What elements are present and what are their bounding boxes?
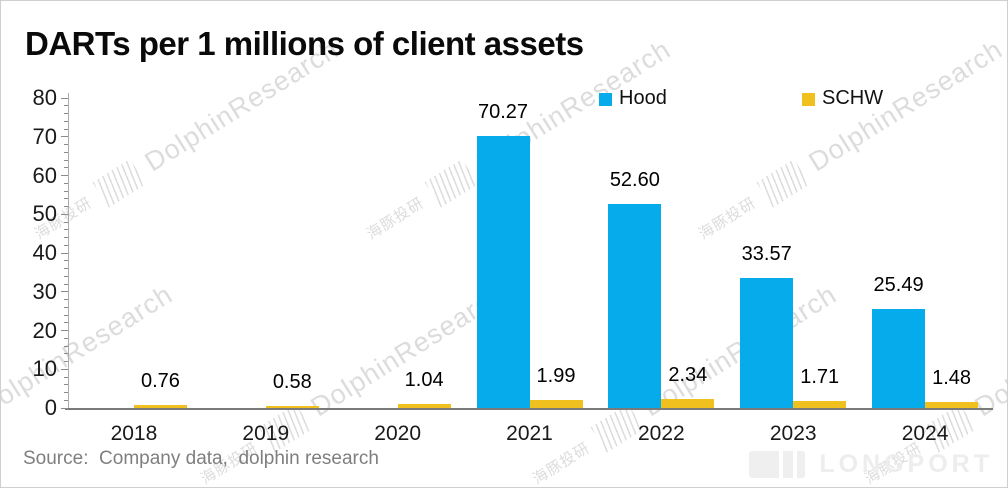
y-axis <box>68 93 69 409</box>
y-axis-tick <box>64 113 68 114</box>
longport-logo: LONGPORT <box>749 450 993 479</box>
plot-area: 0 10 20 30 40 50 60 70 80 2018 2019 2020 2021 2022 202… <box>33 85 993 445</box>
y-axis-tick <box>64 399 68 401</box>
y-axis-tick <box>64 120 68 122</box>
y-axis-tick <box>64 376 68 378</box>
chart-title: DARTs per 1 millions of client assets <box>25 25 584 62</box>
y-axis-tick <box>61 407 68 409</box>
bar-schw-2019 <box>265 405 319 408</box>
y-axis-tick <box>61 136 68 138</box>
value-label-schw-2024: 1.48 <box>932 367 972 390</box>
value-label-schw-2023: 1.71 <box>800 366 840 389</box>
y-axis-tick <box>61 291 68 293</box>
source-note: Source: Company data, dolphin research <box>23 448 379 469</box>
longport-logo-text: LONGPORT <box>819 450 993 478</box>
bar-hood-2023 <box>740 277 794 408</box>
x-axis <box>65 408 993 410</box>
x-axis-tick-label: 2024 <box>901 422 949 445</box>
y-axis-tick <box>64 345 68 347</box>
y-axis-tick-label: 40 <box>32 240 57 265</box>
y-axis-tick <box>61 175 68 176</box>
y-axis-tick-label: 50 <box>32 201 57 227</box>
value-label-hood-2021: 70.27 <box>477 100 529 123</box>
y-axis-tick <box>61 252 68 254</box>
value-label-hood-2022: 52.60 <box>609 169 660 192</box>
y-axis-tick <box>64 151 68 153</box>
bar-schw-2018 <box>133 405 187 408</box>
value-label-schw-2020: 1.04 <box>404 368 444 391</box>
y-axis-tick <box>64 275 68 277</box>
watermark-hatch-icon <box>590 403 644 453</box>
x-axis-tick-label: 2019 <box>242 422 290 445</box>
y-axis-tick <box>64 182 68 184</box>
x-axis-tick-label: 2018 <box>110 422 158 445</box>
value-label-schw-2019: 0.58 <box>272 370 312 393</box>
bar-hood-2022 <box>608 204 662 408</box>
value-label-schw-2021: 1.99 <box>536 365 576 388</box>
y-axis-tick <box>64 229 68 231</box>
y-axis-tick-label: 20 <box>32 317 57 343</box>
y-axis-tick-label: 30 <box>32 278 57 304</box>
y-axis-tick <box>64 322 68 324</box>
value-label-hood-2023: 33.57 <box>741 242 792 265</box>
bar-hood-2021 <box>476 135 530 408</box>
y-axis-tick <box>64 337 68 339</box>
y-axis-tick <box>61 368 68 370</box>
y-axis-tick <box>64 144 68 145</box>
y-axis-tick <box>64 353 68 355</box>
y-axis-tick <box>61 97 68 99</box>
x-axis-tick-label: 2021 <box>506 422 553 445</box>
y-axis-tick <box>64 159 68 161</box>
y-axis-tick <box>64 384 68 386</box>
y-axis-tick <box>64 198 68 200</box>
y-axis-tick <box>64 268 68 269</box>
y-axis-tick <box>64 299 68 300</box>
y-axis-tick <box>64 167 68 169</box>
y-axis-tick-label: 10 <box>32 356 57 382</box>
y-axis-tick <box>64 190 68 192</box>
bar-schw-2020 <box>397 403 451 408</box>
longport-logo-icon <box>749 451 806 478</box>
x-axis-tick-label: 2020 <box>374 422 421 445</box>
y-axis-tick-label: 80 <box>32 85 57 110</box>
y-axis-tick <box>64 221 68 223</box>
y-axis-tick <box>64 244 68 246</box>
y-axis-tick <box>64 306 68 308</box>
bar-hood-2024 <box>872 309 926 408</box>
y-axis-tick-label: 0 <box>44 395 57 420</box>
y-axis-tick <box>64 361 68 362</box>
value-label-schw-2018: 0.76 <box>140 370 180 393</box>
y-axis-tick <box>64 314 68 316</box>
bar-schw-2021 <box>529 400 583 408</box>
bar-schw-2022 <box>661 398 715 408</box>
y-axis-tick-label: 60 <box>32 162 57 188</box>
y-axis-tick <box>64 128 68 130</box>
y-axis-tick <box>64 392 68 393</box>
x-axis-tick-label: 2023 <box>769 422 817 445</box>
value-label-hood-2024: 25.49 <box>873 274 924 297</box>
y-axis-tick-label: 70 <box>32 123 57 149</box>
value-label-schw-2022: 2.34 <box>668 363 708 386</box>
y-axis-tick <box>64 260 68 262</box>
bar-schw-2024 <box>925 402 979 408</box>
y-axis-tick <box>64 206 68 207</box>
bar-schw-2023 <box>793 401 847 408</box>
y-axis-tick <box>61 330 68 331</box>
y-axis-tick <box>64 237 68 238</box>
x-axis-tick-label: 2022 <box>637 422 685 445</box>
y-axis-tick <box>64 283 68 285</box>
y-axis-tick <box>61 213 68 215</box>
y-axis-tick <box>64 105 68 107</box>
